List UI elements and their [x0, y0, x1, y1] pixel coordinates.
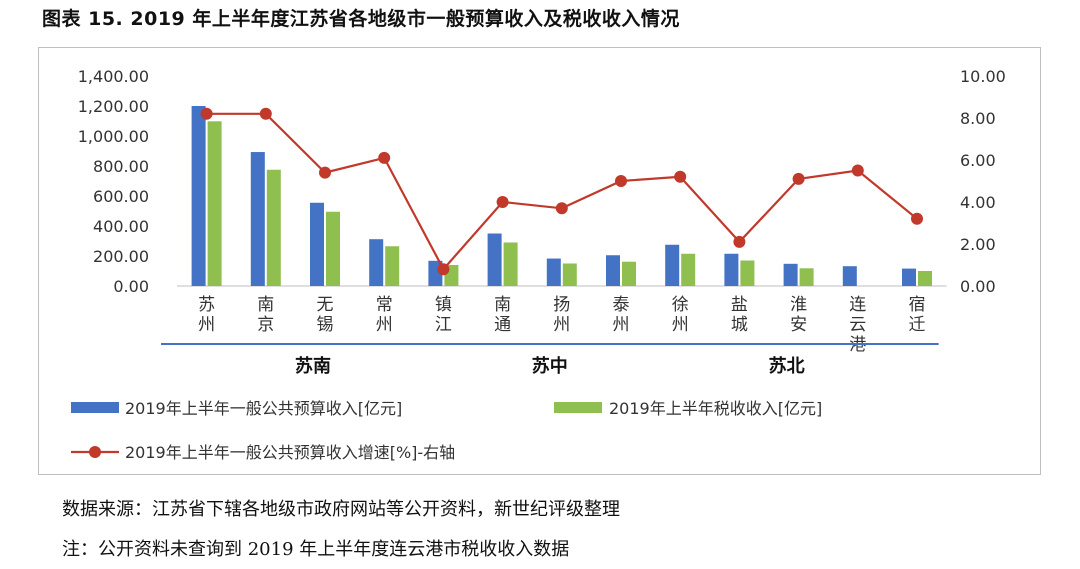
bar-tax [740, 260, 755, 286]
figure-title: 图表 15. 2019 年上半年度江苏省各地级市一般预算收入及税收收入情况 [42, 8, 680, 30]
source-note: 数据来源：江苏省下辖各地级市政府网站等公开资料，新世纪评级整理 [62, 499, 620, 520]
category-label: 连云港 [849, 295, 866, 355]
growth-point [674, 170, 687, 183]
legend-swatch-tax [554, 402, 602, 413]
growth-point [555, 202, 568, 215]
left-tick-label: 200.00 [93, 247, 149, 266]
bar-budget [665, 244, 680, 286]
category-label: 扬州 [553, 295, 570, 335]
legend-swatch-budget [71, 402, 119, 413]
category-label: 常州 [376, 295, 393, 335]
growth-point [496, 196, 509, 208]
category-label: 淮安 [790, 295, 807, 335]
bar-budget [250, 152, 265, 286]
growth-point [200, 107, 213, 120]
chart-svg: 0.00 200.00 400.00 600.00 800.00 1,000.00 1,20… [71, 67, 1006, 462]
left-tick-label: 1,200.00 [78, 97, 149, 116]
left-tick-label: 1,000.00 [78, 127, 149, 146]
category-label: 泰州 [613, 295, 630, 335]
left-axis: 0.00 200.00 400.00 600.00 800.00 1,000.00 1,20… [78, 67, 149, 296]
growth-point [911, 212, 923, 225]
growth-point [259, 107, 272, 120]
right-tick-label: 8.00 [960, 109, 996, 128]
bar-tax [503, 242, 518, 286]
bar-tax [207, 121, 222, 286]
legend-marker-growth [89, 446, 101, 458]
right-axis: 0.00 2.00 4.00 6.00 8.00 10.00 [960, 67, 1006, 296]
category-label: 镇江 [435, 295, 452, 335]
category-label: 徐州 [672, 295, 689, 335]
bar-budget [724, 253, 739, 286]
bar-budget [783, 263, 798, 286]
right-tick-label: 6.00 [960, 151, 996, 170]
bar-tax [799, 268, 814, 286]
right-tick-label: 10.00 [960, 67, 1006, 86]
bar-budget [606, 255, 620, 286]
bar-tax [326, 211, 340, 286]
group-label: 苏中 [532, 355, 568, 377]
growth-point [319, 166, 331, 179]
category-label: 无锡 [317, 295, 334, 335]
growth-point [792, 172, 805, 185]
growth-point [733, 235, 746, 248]
bar-tax [622, 261, 636, 286]
right-tick-label: 4.00 [960, 193, 996, 212]
footnote: 注：公开资料未查询到 2019 年上半年度连云港市税收收入数据 [62, 539, 570, 560]
left-tick-label: 600.00 [93, 187, 149, 206]
bar-budget [487, 233, 502, 286]
growth-point [615, 175, 627, 187]
category-label: 宿迁 [909, 295, 926, 335]
chart-panel: 0.00 200.00 400.00 600.00 800.00 1,000.00 1,20… [38, 47, 1041, 475]
bar-budget [902, 268, 916, 286]
right-tick-label: 0.00 [960, 277, 996, 296]
bar-tax [681, 253, 696, 286]
category-labels: 苏州 南京 无锡 常州 镇江 南通 扬州 泰州 徐州 盐城 淮安 连云港 宿迁 [198, 295, 925, 355]
left-tick-label: 0.00 [113, 277, 149, 296]
category-label: 南京 [257, 295, 274, 335]
category-label: 南通 [494, 295, 511, 335]
category-label: 盐城 [731, 295, 748, 335]
legend-label-tax: 2019年上半年税收收入[亿元] [609, 399, 822, 418]
left-tick-label: 1,400.00 [78, 67, 149, 86]
right-tick-label: 2.00 [960, 235, 996, 254]
bar-tax [385, 246, 400, 286]
group-label: 苏南 [295, 355, 331, 377]
category-label: 苏州 [198, 295, 215, 335]
bar-budget [191, 106, 206, 286]
left-tick-label: 800.00 [93, 157, 149, 176]
legend-label-growth: 2019年上半年一般公共预算收入增速[%]-右轴 [125, 443, 455, 462]
bar-tax [918, 271, 932, 286]
bar-tax [562, 263, 577, 286]
growth-line [200, 107, 923, 276]
bars [191, 106, 932, 286]
growth-point [851, 164, 864, 177]
legend-label-budget: 2019年上半年一般公共预算收入[亿元] [125, 399, 402, 418]
left-tick-label: 400.00 [93, 217, 149, 236]
growth-point [437, 263, 450, 276]
bar-budget [310, 202, 324, 286]
bar-budget [369, 239, 384, 286]
legend: 2019年上半年一般公共预算收入[亿元] 2019年上半年税收收入[亿元] 2019… [71, 399, 822, 462]
group-label: 苏北 [769, 355, 805, 377]
bar-budget [546, 258, 561, 286]
bar-tax [266, 169, 281, 286]
growth-point [378, 151, 391, 164]
region-groups: 苏南 苏中 苏北 [161, 343, 939, 377]
bar-budget [842, 266, 857, 286]
